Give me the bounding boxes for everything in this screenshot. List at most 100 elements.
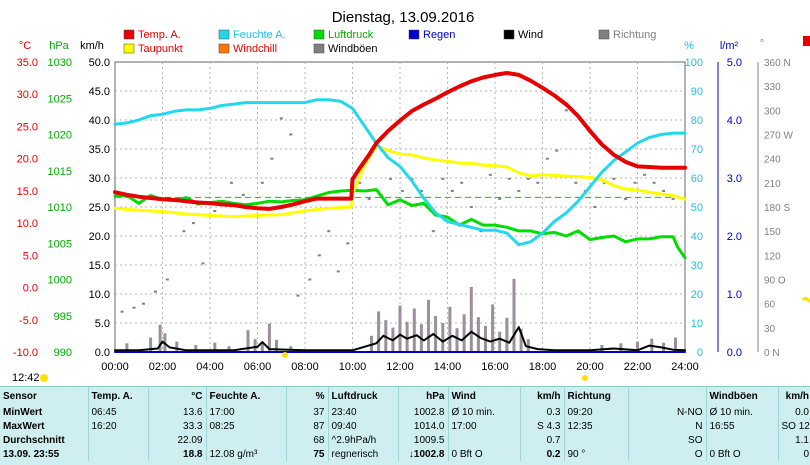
- press-tick-label: 990: [54, 347, 72, 359]
- temp-tick-label: 0.0: [23, 283, 38, 295]
- table-cell: 1.1: [777, 433, 810, 447]
- table-cell: Ø 10 min.: [705, 405, 778, 419]
- humidity-line: [113, 98, 687, 247]
- table-cell: N: [627, 419, 706, 433]
- time-tick-label: 06:00: [244, 361, 272, 373]
- table-cell: 68: [285, 433, 328, 447]
- legend-swatch: [313, 43, 325, 54]
- direction-dot: [142, 302, 145, 305]
- legend-swatch: [123, 29, 135, 40]
- rain-tick-label: 1.0: [727, 289, 742, 301]
- temp-tick-label: 10.0: [17, 218, 38, 230]
- unit-hum: %: [684, 40, 694, 52]
- gust-bar: [267, 323, 271, 352]
- gust-bar: [674, 337, 677, 352]
- time-tick-label: 14:00: [434, 361, 462, 373]
- dir-tick-label: 30: [764, 324, 776, 335]
- direction-dot: [327, 230, 331, 233]
- table-header-cell: %: [285, 386, 328, 405]
- direction-dot: [279, 117, 283, 120]
- table-header-cell: Sensor: [0, 386, 88, 405]
- direction-dot: [662, 189, 666, 192]
- time-tick-label: 20:00: [576, 361, 604, 373]
- temp-tick-label: -10.0: [13, 347, 38, 359]
- direction-dot: [289, 133, 293, 136]
- hum-tick-label: 20: [691, 289, 703, 301]
- legend-label: Regen: [423, 29, 455, 41]
- direction-dot: [308, 278, 312, 281]
- gust-bar: [405, 321, 409, 352]
- table-cell: 12.08 g/m³: [205, 447, 286, 461]
- gust-bar: [213, 342, 217, 352]
- rain-tick-label: 0.0: [727, 347, 742, 359]
- table-cell: MinWert: [3, 406, 43, 418]
- hum-tick-label: 50: [691, 202, 703, 214]
- direction-dot: [400, 189, 404, 192]
- time-tick-label: 16:00: [481, 361, 509, 373]
- direction-dot: [182, 230, 186, 233]
- direction-dot: [336, 270, 340, 273]
- direction-dot: [441, 177, 445, 180]
- table-cell: Ø 10 min.: [447, 405, 520, 419]
- table-cell: 17:00: [447, 419, 520, 433]
- table-cell: 0.7: [519, 433, 564, 447]
- legend-label: Wind: [518, 29, 543, 41]
- table-cell: [87, 447, 148, 461]
- rain-tick-label: 4.0: [727, 115, 742, 127]
- table-cell: 16:55: [705, 419, 778, 433]
- table-header-cell: Wind: [447, 386, 520, 405]
- time-tick-label: 08:00: [291, 361, 319, 373]
- legend-swatch: [123, 43, 135, 54]
- table-cell: 22.09: [147, 433, 206, 447]
- table-cell: 37: [285, 405, 328, 419]
- table-header-cell: Richtung: [563, 386, 628, 405]
- table-cell: ^2.9hPa/h: [327, 433, 398, 447]
- direction-dot: [460, 181, 464, 184]
- direction-dot: [213, 210, 217, 212]
- gust-bar: [476, 317, 480, 352]
- temperature-line: [113, 71, 687, 211]
- direction-dot: [671, 197, 675, 200]
- direction-dot: [201, 262, 205, 265]
- gust-bar: [149, 337, 153, 352]
- wind-tick-label: 0.0: [95, 347, 110, 359]
- gust-bar: [412, 308, 416, 352]
- dir-tick-label: 330: [764, 82, 781, 93]
- time-tick-label: 00:00: [101, 361, 129, 373]
- table-header-cell: [627, 386, 706, 405]
- gust-bar: [448, 306, 452, 352]
- table-cell: 0.2: [519, 447, 564, 461]
- press-tick-label: 1000: [48, 275, 72, 287]
- direction-dot: [526, 177, 530, 180]
- direction-dot: [517, 189, 521, 192]
- direction-dot: [260, 181, 264, 184]
- gust-bar: [462, 314, 466, 352]
- direction-dot: [241, 193, 245, 196]
- gust-bar: [498, 331, 502, 352]
- press-tick-label: 1020: [48, 130, 72, 142]
- table-row: MaxWert 16:20 33.3 08:25 87 09:40 1014.0 17:00 S…: [0, 419, 810, 433]
- gust-bar: [455, 328, 459, 352]
- unit-rain: l/m²: [720, 40, 739, 52]
- wind-tick-label: 30.0: [89, 173, 110, 185]
- sun-icon: [40, 374, 48, 382]
- gust-bar: [175, 341, 179, 352]
- direction-dot: [507, 177, 511, 180]
- table-cell: Durchschnitt: [3, 434, 65, 446]
- direction-dot: [602, 181, 606, 184]
- direction-dot: [643, 173, 647, 176]
- table-cell: 1002.8: [397, 405, 448, 419]
- hum-tick-label: 30: [691, 260, 703, 272]
- wind-tick-label: 50.0: [89, 57, 110, 69]
- direction-dot: [564, 109, 568, 112]
- direction-dot: [346, 242, 350, 245]
- dir-tick-label: 210: [764, 179, 781, 190]
- table-cell: 18.8: [147, 447, 206, 461]
- table-cell: 09:20: [563, 405, 628, 419]
- legend-label: Windböen: [328, 43, 378, 55]
- time-tick-label: 22:00: [624, 361, 652, 373]
- gust-bar: [194, 345, 198, 352]
- gust-bar: [434, 316, 438, 352]
- table-cell: S 4.3: [519, 419, 564, 433]
- direction-dot: [612, 177, 616, 180]
